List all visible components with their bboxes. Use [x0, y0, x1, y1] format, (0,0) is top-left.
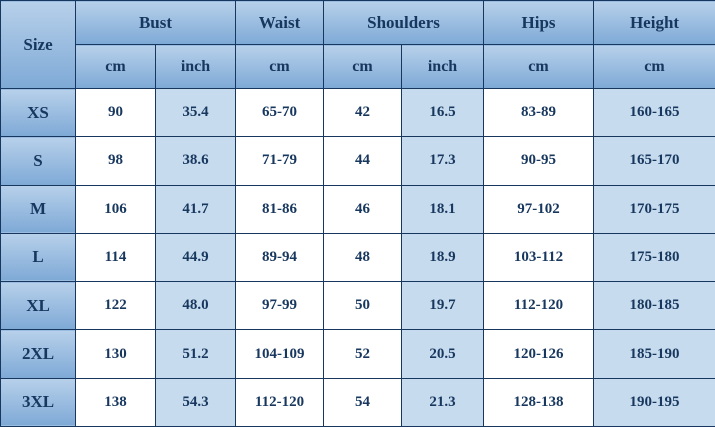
cell-height-cm: 170-175: [593, 184, 715, 234]
unit-hips-cm: cm: [483, 44, 595, 89]
unit-shoulders-inch: inch: [401, 44, 485, 89]
unit-shoulders-cm: cm: [323, 44, 403, 89]
table-row: 3XL 138 54.3 112-120 54 21.3 128-138 190…: [0, 377, 715, 427]
cell-shoulders-inch: 18.1: [401, 184, 485, 234]
header-size: Size: [0, 0, 76, 89]
cell-shoulders-cm: 54: [323, 377, 403, 427]
cell-shoulders-cm: 48: [323, 232, 403, 283]
header-hips: Hips: [483, 0, 595, 45]
table-row: S 98 38.6 71-79 44 17.3 90-95 165-170: [0, 136, 715, 186]
cell-shoulders-inch: 20.5: [401, 329, 485, 379]
cell-bust-cm: 98: [75, 136, 156, 186]
unit-bust-inch: inch: [154, 44, 237, 89]
header-bust: Bust: [74, 0, 237, 45]
cell-bust-cm: 114: [75, 232, 156, 283]
row-size-label: XL: [0, 281, 76, 331]
cell-height-cm: 175-180: [593, 232, 715, 283]
row-size-label: 3XL: [0, 377, 76, 427]
cell-waist-cm: 112-120: [235, 377, 325, 427]
cell-hips-cm: 128-138: [483, 377, 595, 427]
cell-hips-cm: 90-95: [483, 136, 595, 186]
cell-shoulders-inch: 16.5: [401, 87, 485, 138]
cell-shoulders-cm: 46: [323, 184, 403, 234]
cell-height-cm: 190-195: [593, 377, 715, 427]
cell-bust-inch: 35.4: [154, 87, 237, 138]
header-waist: Waist: [235, 0, 325, 45]
cell-hips-cm: 112-120: [483, 281, 595, 331]
header-unit-row: cm inch cm cm inch cm cm: [1, 44, 715, 89]
cell-height-cm: 185-190: [593, 329, 715, 379]
cell-shoulders-inch: 19.7: [401, 281, 485, 331]
table-row: M 106 41.7 81-86 46 18.1 97-102 170-175: [0, 184, 715, 234]
cell-shoulders-inch: 18.9: [401, 232, 485, 283]
row-size-label: L: [0, 232, 76, 283]
row-size-label: S: [0, 136, 76, 186]
unit-bust-cm: cm: [75, 44, 156, 89]
cell-shoulders-inch: 17.3: [401, 136, 485, 186]
cell-bust-inch: 54.3: [154, 377, 237, 427]
cell-hips-cm: 120-126: [483, 329, 595, 379]
cell-bust-cm: 138: [75, 377, 156, 427]
cell-bust-inch: 38.6: [154, 136, 237, 186]
cell-height-cm: 160-165: [593, 87, 715, 138]
row-size-label: XS: [0, 87, 76, 138]
cell-bust-cm: 106: [75, 184, 156, 234]
table-row: XL 122 48.0 97-99 50 19.7 112-120 180-18…: [0, 281, 715, 331]
cell-waist-cm: 89-94: [235, 232, 325, 283]
cell-shoulders-inch: 21.3: [401, 377, 485, 427]
cell-shoulders-cm: 50: [323, 281, 403, 331]
header-group-row: Size Bust Waist Shoulders Hips Height: [0, 0, 715, 89]
cell-bust-cm: 130: [75, 329, 156, 379]
cell-shoulders-cm: 44: [323, 136, 403, 186]
table-row: L 114 44.9 89-94 48 18.9 103-112 175-180: [0, 232, 715, 283]
cell-shoulders-cm: 52: [323, 329, 403, 379]
cell-waist-cm: 65-70: [235, 87, 325, 138]
unit-waist-cm: cm: [235, 44, 325, 89]
cell-waist-cm: 81-86: [235, 184, 325, 234]
cell-bust-inch: 48.0: [154, 281, 237, 331]
cell-shoulders-cm: 42: [323, 87, 403, 138]
cell-bust-cm: 90: [75, 87, 156, 138]
cell-bust-inch: 51.2: [154, 329, 237, 379]
cell-hips-cm: 97-102: [483, 184, 595, 234]
cell-hips-cm: 83-89: [483, 87, 595, 138]
cell-hips-cm: 103-112: [483, 232, 595, 283]
cell-bust-cm: 122: [75, 281, 156, 331]
row-size-label: 2XL: [0, 329, 76, 379]
cell-height-cm: 165-170: [593, 136, 715, 186]
header-shoulders: Shoulders: [323, 0, 485, 45]
cell-waist-cm: 71-79: [235, 136, 325, 186]
cell-bust-inch: 44.9: [154, 232, 237, 283]
cell-bust-inch: 41.7: [154, 184, 237, 234]
header-height: Height: [593, 0, 715, 45]
cell-height-cm: 180-185: [593, 281, 715, 331]
unit-height-cm: cm: [593, 44, 715, 89]
cell-waist-cm: 97-99: [235, 281, 325, 331]
row-size-label: M: [0, 184, 76, 234]
cell-waist-cm: 104-109: [235, 329, 325, 379]
table-row: 2XL 130 51.2 104-109 52 20.5 120-126 185…: [0, 329, 715, 379]
table-row: XS 90 35.4 65-70 42 16.5 83-89 160-165: [0, 87, 715, 138]
